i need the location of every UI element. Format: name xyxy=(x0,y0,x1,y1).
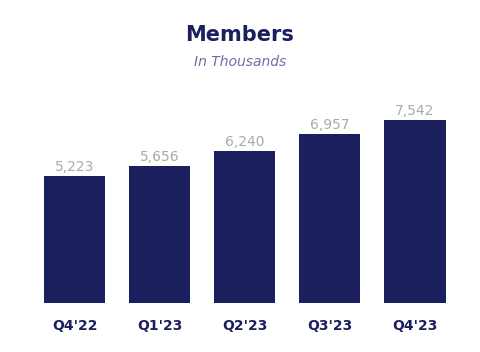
Bar xyxy=(44,176,105,303)
Text: 5,656: 5,656 xyxy=(140,150,180,164)
Text: 5,223: 5,223 xyxy=(55,160,95,174)
Bar xyxy=(384,120,445,303)
Text: Members: Members xyxy=(186,25,294,45)
Bar xyxy=(129,165,191,303)
Bar xyxy=(299,134,360,303)
Bar xyxy=(214,151,276,303)
Text: 6,957: 6,957 xyxy=(310,118,349,132)
Text: 6,240: 6,240 xyxy=(225,136,264,150)
Text: 7,542: 7,542 xyxy=(395,104,434,118)
Text: In Thousands: In Thousands xyxy=(194,55,286,69)
